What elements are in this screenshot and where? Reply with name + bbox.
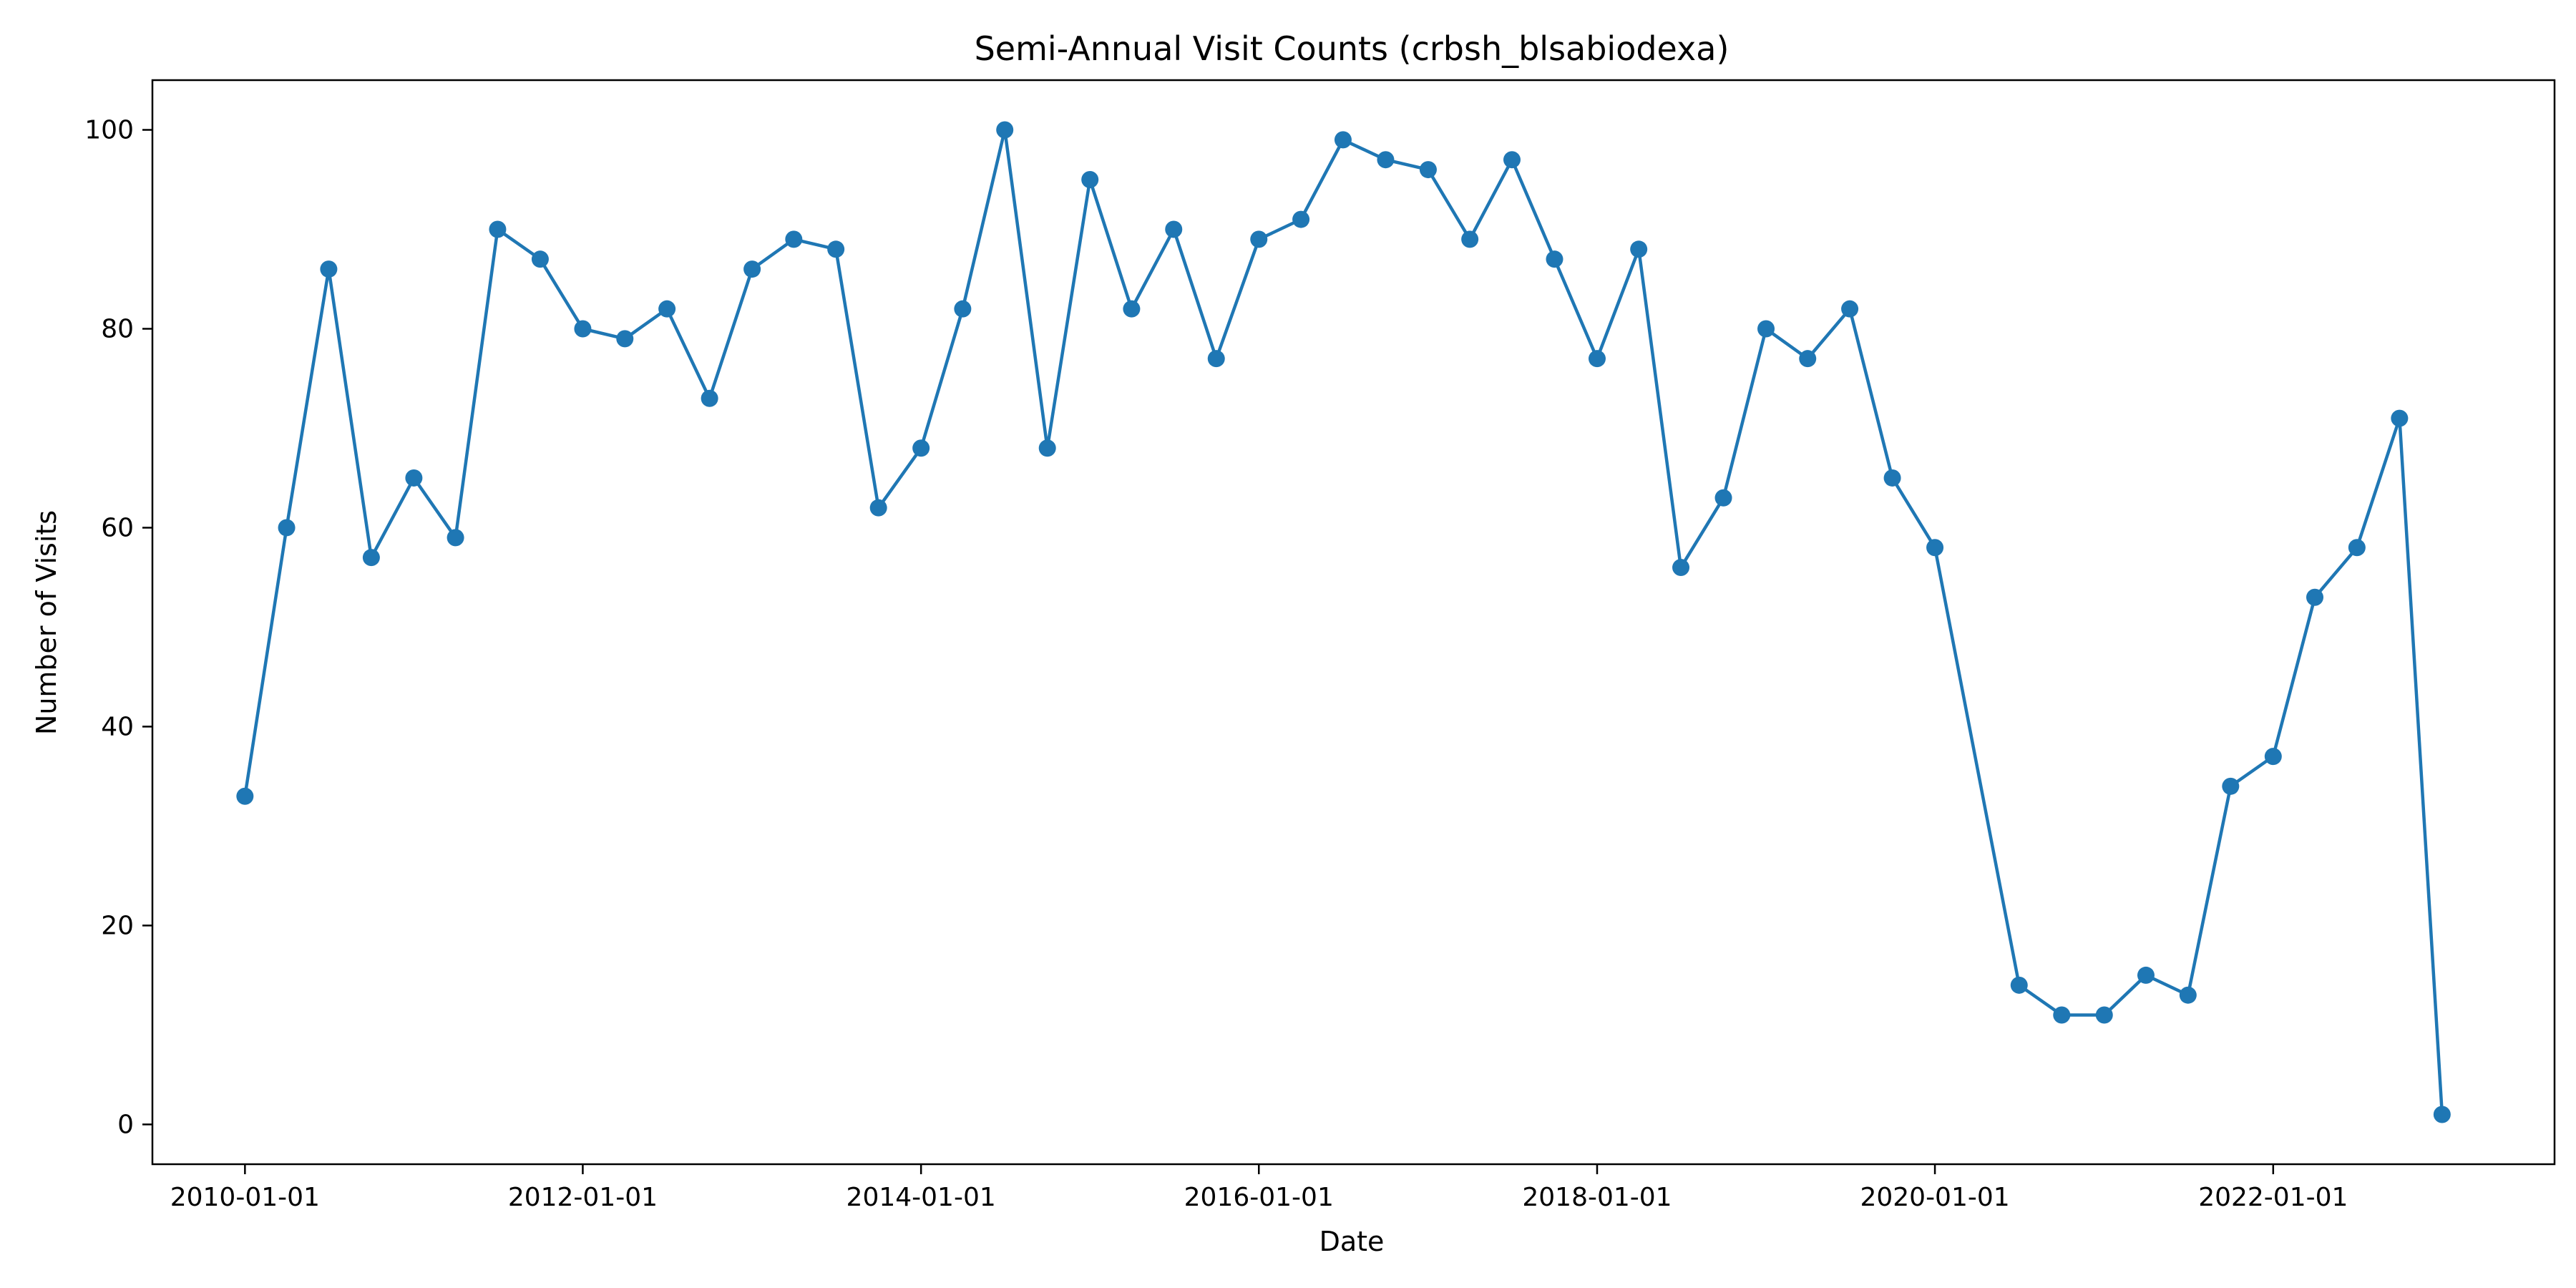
data-point [1883,469,1901,487]
x-tick-label: 2014-01-01 [847,1183,996,1212]
data-point [489,220,507,238]
data-point [1672,559,1690,577]
data-point [954,300,972,318]
data-point [1250,230,1268,248]
x-tick-label: 2018-01-01 [1522,1183,1672,1212]
data-point [1165,220,1183,238]
x-tick-label: 2022-01-01 [2198,1183,2348,1212]
data-point [2053,1006,2071,1024]
y-axis: 0 20 40 60 80 100 [84,115,152,1139]
data-point [405,469,423,487]
data-point [2433,1106,2451,1123]
data-point [2306,588,2324,606]
data-point [278,519,296,537]
data-point [1207,350,1225,368]
data-point [658,300,676,318]
data-point [2095,1006,2113,1024]
data-point [1419,161,1437,179]
data-point [1377,151,1395,169]
x-tick-label: 2020-01-01 [1860,1183,2009,1212]
data-point [616,330,634,348]
data-point [1123,300,1141,318]
data-point [869,499,887,517]
x-tick-label: 2010-01-01 [170,1183,320,1212]
data-point [2391,409,2409,427]
data-point [785,230,803,248]
data-point [2348,539,2366,557]
data-point [996,121,1014,139]
y-axis-label: Number of Visits [31,510,62,735]
data-point [2222,777,2240,795]
y-tick-label: 20 [101,911,134,940]
data-point [320,260,338,278]
data-point [827,240,845,258]
data-point [1588,350,1606,368]
data-point [574,320,592,338]
data-point [1799,350,1817,368]
data-point [912,439,930,457]
y-tick-label: 40 [101,712,134,741]
plot-area [236,121,2451,1123]
x-axis: 2010-01-01 2012-01-01 2014-01-01 2016-01-01… [170,1164,2348,1212]
data-point [1926,539,1944,557]
data-point [1461,230,1479,248]
x-axis-label: Date [1319,1226,1385,1257]
data-point [1334,131,1352,149]
data-point [1757,320,1775,338]
data-point [743,260,761,278]
data-point [2264,748,2282,766]
plot-frame [151,79,2556,1166]
data-point [2179,986,2197,1004]
data-point [1038,439,1056,457]
data-point [2010,976,2028,994]
data-point [1503,151,1521,169]
data-point [362,549,380,567]
data-point [2137,966,2155,984]
y-tick-label: 60 [101,513,134,542]
data-point [1841,300,1859,318]
data-point [701,389,718,407]
y-tick-label: 0 [117,1110,134,1139]
data-point [1630,240,1648,258]
data-point [236,787,254,805]
data-point [447,529,464,547]
data-point [1546,250,1563,268]
x-tick-label: 2012-01-01 [508,1183,658,1212]
data-point [1081,170,1099,188]
y-tick-label: 100 [84,115,134,145]
y-tick-label: 80 [101,314,134,343]
series-line [243,128,2444,1115]
data-point [531,250,549,268]
x-tick-label: 2016-01-01 [1184,1183,1334,1212]
chart-title: Semi-Annual Visit Counts (crbsh_blsabiod… [975,29,1729,68]
data-point [1292,210,1310,228]
data-point [1714,489,1732,507]
